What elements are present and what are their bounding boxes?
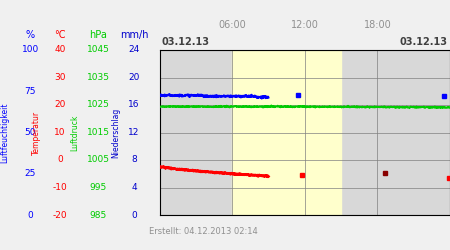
Text: 985: 985 [90,210,107,220]
Text: 8: 8 [131,156,137,164]
Text: Erstellt: 04.12.2013 02:14: Erstellt: 04.12.2013 02:14 [149,228,258,236]
Text: 20: 20 [54,100,66,110]
Text: 100: 100 [22,46,39,54]
Text: 16: 16 [128,100,140,110]
Text: -10: -10 [53,183,67,192]
Text: 995: 995 [90,183,107,192]
Text: Niederschlag: Niederschlag [112,108,121,158]
Text: 30: 30 [54,73,66,82]
Text: Luftfeuchtigkeit: Luftfeuchtigkeit [0,102,9,163]
Text: 18:00: 18:00 [364,20,392,30]
Text: 0: 0 [131,210,137,220]
Text: Temperatur: Temperatur [32,110,40,154]
Text: Luftdruck: Luftdruck [70,114,79,151]
Text: 4: 4 [131,183,137,192]
Text: %: % [26,30,35,40]
Text: 40: 40 [54,46,66,54]
Text: hPa: hPa [89,30,107,40]
Text: 0: 0 [27,210,33,220]
Bar [232,50,341,215]
Text: 03.12.13: 03.12.13 [400,38,448,48]
Text: mm/h: mm/h [120,30,148,40]
Text: 0: 0 [57,156,63,164]
Text: 75: 75 [24,87,36,96]
Text: 12: 12 [128,128,140,137]
Text: 1035: 1035 [86,73,110,82]
Text: 25: 25 [24,169,36,178]
Text: 1015: 1015 [86,128,110,137]
Text: 50: 50 [24,128,36,137]
Text: 24: 24 [129,46,140,54]
Text: 10: 10 [54,128,66,137]
Text: 12:00: 12:00 [291,20,319,30]
Text: 06:00: 06:00 [218,20,246,30]
Text: 20: 20 [128,73,140,82]
Text: 1005: 1005 [86,156,110,164]
Text: 03.12.13: 03.12.13 [162,38,210,48]
Text: -20: -20 [53,210,67,220]
Text: 1025: 1025 [87,100,109,110]
Text: 1045: 1045 [87,46,109,54]
Text: °C: °C [54,30,66,40]
